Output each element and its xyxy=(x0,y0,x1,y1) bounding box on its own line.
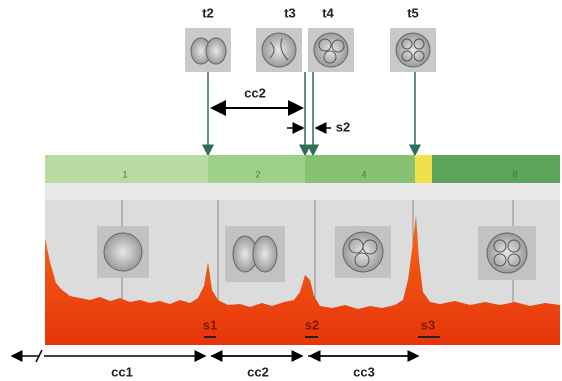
synchrony-label: s3 xyxy=(421,317,435,332)
timepoint-label: t5 xyxy=(407,5,419,20)
stage-label: 2 xyxy=(255,169,260,179)
stage-label: 4 xyxy=(361,169,366,179)
thumbnail xyxy=(308,28,354,72)
cycle-label: cc3 xyxy=(353,364,375,379)
interval-label: cc2 xyxy=(244,85,266,100)
timepoint-label: t3 xyxy=(284,5,296,20)
timepoint-label: t4 xyxy=(322,5,334,20)
cycle-label: cc1 xyxy=(111,364,133,379)
cycle-arrows xyxy=(12,350,418,362)
thumbnail xyxy=(185,28,231,72)
cycle-label: cc2 xyxy=(247,364,269,379)
timepoints: t2 t3 t4 t5 xyxy=(185,5,436,155)
interval-label: s2 xyxy=(336,119,350,134)
timepoint-label: t2 xyxy=(202,5,214,20)
signal-panel: s1 s2 s3 xyxy=(45,200,560,345)
synchrony-label: s1 xyxy=(203,317,217,332)
stage-label: 8 xyxy=(512,169,517,179)
stage-band: 1 2 4 8 xyxy=(45,155,560,200)
thumbnail xyxy=(256,28,302,72)
thumbnail xyxy=(390,28,436,72)
stage-label: 1 xyxy=(122,169,127,179)
diagram: t2 t3 t4 t5 cc2 s2 1 2 4 8 xyxy=(0,0,562,381)
synchrony-label: s2 xyxy=(305,317,319,332)
